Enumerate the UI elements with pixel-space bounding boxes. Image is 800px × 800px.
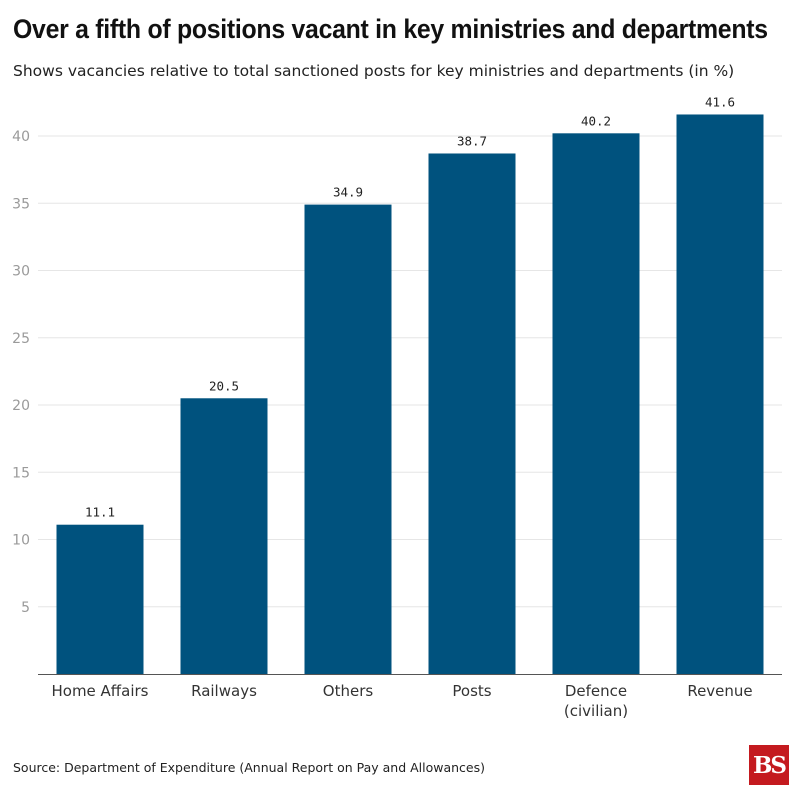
bar-2 [304,204,392,674]
y-tick-label-15: 15 [12,465,30,481]
value-label-0: 11.1 [85,505,115,520]
y-tick-label-25: 25 [12,331,30,347]
bar-value-labels: 11.1 20.5 34.9 38.7 40.2 41.6 [85,94,735,519]
y-tick-label-35: 35 [12,196,30,212]
y-tick-label-20: 20 [12,398,30,414]
chart-title: Over a fifth of positions vacant in key … [13,14,768,44]
y-tick-label-30: 30 [12,264,30,280]
category-label-3: Posts [452,682,491,700]
category-label-2: Others [323,682,374,700]
value-label-4: 40.2 [581,113,611,128]
y-tick-label-10: 10 [12,533,30,549]
category-label-4: Defence [565,682,627,700]
value-label-1: 20.5 [209,378,239,393]
x-axis-category-labels: Home Affairs Railways Others Posts Defence (c… [51,682,752,720]
y-tick-label-5: 5 [21,600,30,616]
bar-3 [428,153,516,675]
bar-0 [56,524,144,674]
bar-chart: 5 10 15 20 25 30 35 40 11.1 20.5 34.9 38.7 40.2 41.6… [12,94,782,720]
source-note: Source: Department of Expenditure (Annua… [13,760,486,775]
category-label-1: Railways [191,682,257,700]
bars [56,114,764,675]
bar-5 [676,114,764,675]
value-label-3: 38.7 [457,133,487,148]
y-axis-tick-labels: 5 10 15 20 25 30 35 40 [12,129,30,616]
category-label-4-line-1: (civilian) [564,702,628,720]
bs-logo: BS [749,745,789,785]
bar-4 [552,133,640,674]
category-label-5: Revenue [687,682,752,700]
bar-1 [180,398,268,674]
category-label-0: Home Affairs [51,682,148,700]
y-tick-label-40: 40 [12,129,30,145]
value-label-5: 41.6 [705,94,735,109]
chart-subtitle: Shows vacancies relative to total sancti… [13,62,735,80]
value-label-2: 34.9 [333,185,363,200]
grid-lines [38,135,782,608]
